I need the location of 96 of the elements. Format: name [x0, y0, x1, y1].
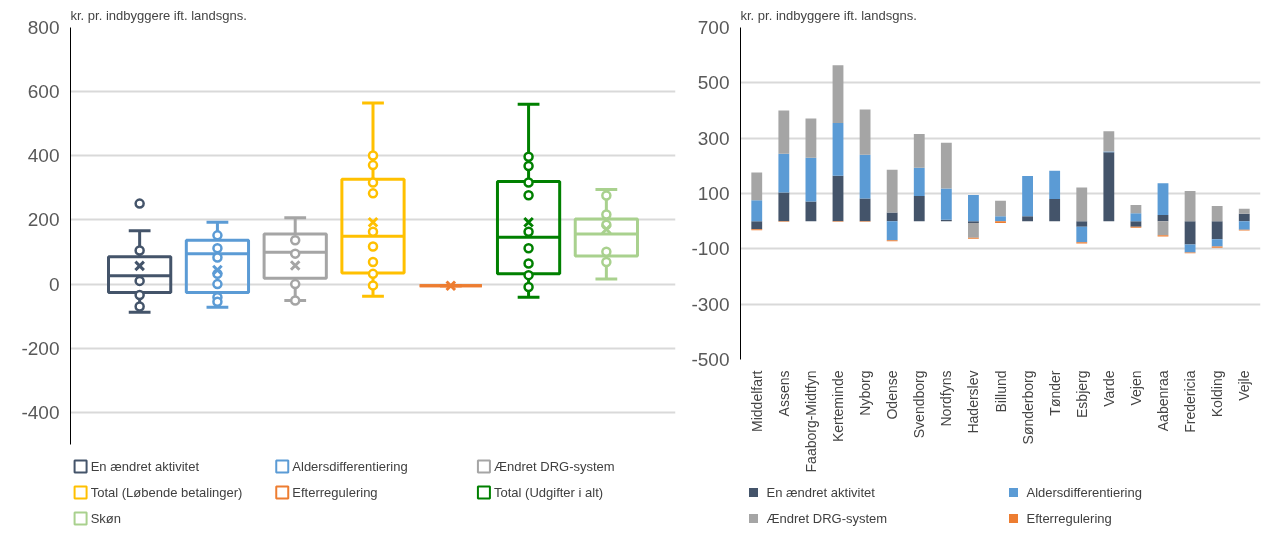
y-tick-label: 100 — [697, 183, 730, 204]
x-tick-label: Kerteminde — [830, 370, 846, 443]
x-tick-label: Kolding — [1209, 370, 1226, 418]
bar — [886, 212, 898, 222]
y-tick-label: 200 — [27, 209, 60, 231]
bar — [995, 216, 1006, 222]
y-tick-label: 300 — [697, 127, 730, 149]
legend-label: En ændret aktivitet — [766, 485, 876, 500]
bar — [859, 154, 871, 199]
bar — [1157, 183, 1169, 216]
x-tick-label: Haderslev — [965, 370, 982, 434]
bar — [940, 142, 952, 189]
legend-label: Efterregulering — [1026, 511, 1112, 526]
x-tick-label: Billund — [992, 370, 1009, 413]
y-tick-label: -500 — [691, 349, 730, 370]
x-tick-label: Nordfyns — [938, 370, 955, 427]
bar — [805, 157, 817, 202]
y-tick-label: -100 — [691, 238, 730, 260]
y-tick-label: -400 — [21, 401, 60, 423]
x-tick-label: Vejle — [1236, 370, 1253, 401]
bar — [1184, 221, 1196, 245]
bar — [886, 221, 898, 241]
bar — [1211, 239, 1223, 247]
y-tick-label: -200 — [21, 337, 60, 359]
bar — [751, 172, 763, 201]
y-tick-label: -300 — [691, 293, 730, 315]
legend-label: Skøn — [90, 511, 122, 526]
bar — [995, 200, 1006, 217]
x-tick-label: Odense — [884, 370, 901, 420]
bar — [1049, 170, 1061, 200]
legend-label: Efterregulering — [292, 485, 378, 500]
bar — [1022, 176, 1033, 217]
legend-label: En ændret aktivitet — [90, 459, 200, 474]
bar — [1238, 208, 1250, 214]
bar — [778, 192, 790, 222]
bar — [751, 221, 763, 230]
x-tick-label: Svendborg — [911, 370, 928, 439]
x-tick-label: Sønderborg — [1019, 370, 1036, 445]
bar — [1103, 131, 1115, 152]
bar — [859, 109, 871, 155]
bar — [913, 195, 925, 222]
bar — [1022, 216, 1033, 222]
x-tick-label: Tønder — [1046, 370, 1063, 416]
bar — [1184, 191, 1196, 222]
bar — [859, 198, 871, 222]
x-tick-label: Aabenraa — [1155, 370, 1171, 432]
y-tick-label: 700 — [697, 17, 730, 38]
y-tick-label: 800 — [27, 17, 60, 38]
bar — [1184, 244, 1196, 253]
legend-label: Total (Udgifter i alt) — [494, 485, 604, 500]
y-tick-label: 600 — [27, 81, 60, 103]
bar — [805, 118, 817, 158]
bar — [1211, 205, 1223, 222]
bar — [1130, 213, 1142, 222]
bar — [886, 169, 898, 213]
bar — [940, 188, 952, 220]
legend-label: Aldersdifferentiering — [292, 459, 408, 474]
bar — [1076, 226, 1088, 243]
bar — [968, 223, 979, 238]
legend-label: Ændret DRG-system — [766, 511, 888, 526]
x-tick-label: Middelfart — [748, 370, 765, 432]
x-tick-label: Assens — [775, 370, 792, 417]
bar — [1049, 199, 1061, 222]
y-axis-title: kr. pr. indbyggere ift. landsgns. — [740, 7, 917, 23]
bar — [751, 200, 763, 222]
y-tick-label: 0 — [48, 273, 60, 295]
bar — [1238, 221, 1250, 230]
y-tick-label: 400 — [27, 145, 60, 167]
x-tick-label: Vejen — [1127, 370, 1144, 406]
y-tick-label: 500 — [697, 72, 730, 94]
bar — [968, 194, 979, 222]
legend-label: Aldersdifferentiering — [1026, 485, 1142, 500]
bar — [832, 65, 844, 123]
bar — [778, 110, 790, 154]
bar — [1211, 221, 1223, 240]
legend-label: Total (Løbende betalinger) — [90, 485, 243, 500]
bar — [1130, 221, 1142, 227]
bar — [1130, 205, 1142, 214]
y-axis-title: kr. pr. indbyggere ift. landsgns. — [70, 7, 247, 23]
bar — [1076, 187, 1088, 222]
x-tick-label: Nyborg — [857, 370, 874, 416]
bar — [1076, 221, 1088, 227]
bar — [1157, 215, 1169, 222]
bar — [778, 153, 790, 193]
x-tick-label: Varde — [1100, 370, 1117, 407]
x-tick-label: Fredericia — [1182, 370, 1199, 433]
x-tick-label: Esbjerg — [1073, 370, 1090, 418]
bar — [1103, 152, 1115, 222]
legend-label: Ændret DRG-system — [494, 459, 615, 474]
bar — [1157, 221, 1169, 236]
bar — [832, 122, 844, 176]
x-tick-label: Faaborg-Midtfyn — [802, 370, 819, 473]
bar — [1238, 213, 1250, 222]
bar — [913, 134, 925, 168]
bar — [832, 175, 844, 222]
bar — [913, 167, 925, 196]
